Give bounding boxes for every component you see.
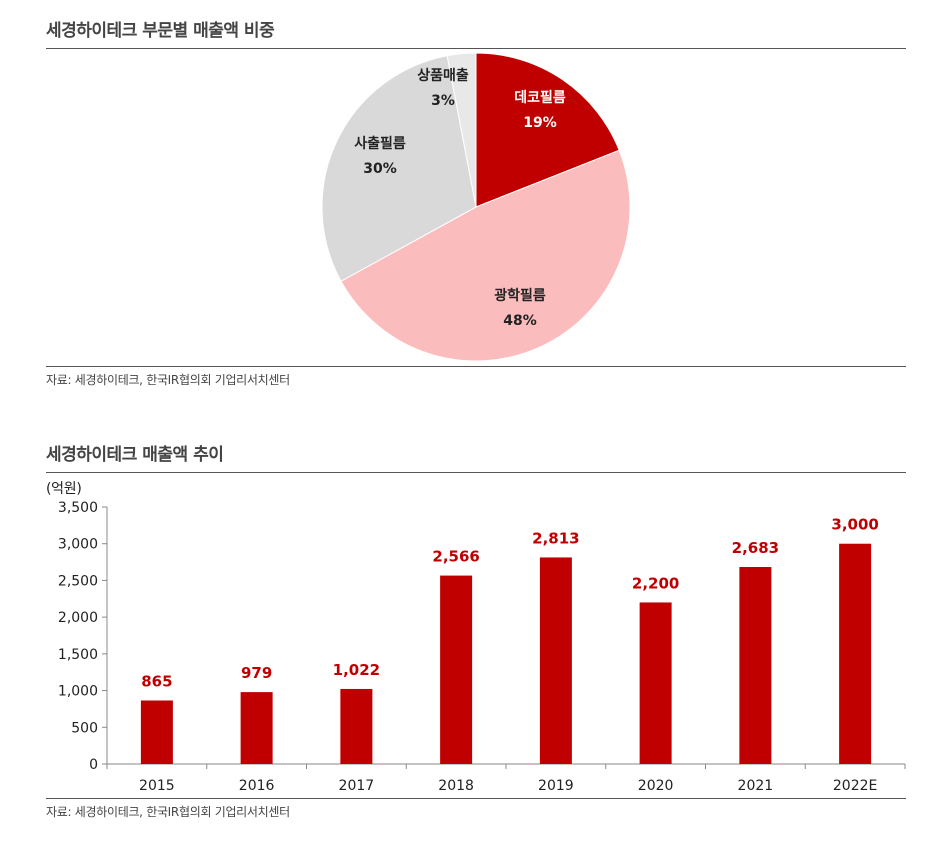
y-tick-label: 500: [71, 720, 98, 736]
pie-bottom-rule: [46, 366, 906, 367]
bar-2018: [440, 575, 473, 764]
pie-slice-2: [321, 55, 477, 282]
bar-2015: [140, 700, 173, 764]
bar-2017: [340, 688, 373, 764]
bar-value-label: 865: [141, 672, 172, 690]
x-tick-label: 2017: [339, 778, 375, 794]
pie-source-note: 자료: 세경하이테크, 한국IR협의회 기업리서치센터: [46, 373, 290, 387]
y-tick-label: 1,500: [58, 647, 98, 663]
bar-value-label: 2,683: [732, 539, 779, 557]
bar-chart: 0 500 1,000 1,500 2,000 2,500 3,000 3,500 865 201…: [58, 500, 906, 794]
x-tick-label: 2015: [139, 778, 175, 794]
x-tick-label: 2020: [638, 778, 674, 794]
pie-slice-value-2: 30%: [363, 161, 397, 177]
bar-2019: [539, 557, 572, 764]
bar-2021: [739, 566, 772, 764]
pie-section-title: 세경하이테크 부문별 매출액 비중: [46, 21, 275, 41]
y-tick-label: 2,000: [58, 610, 98, 626]
y-tick-label: 1,000: [58, 684, 98, 700]
x-tick-label: 2018: [438, 778, 474, 794]
pie-slice-value-3: 3%: [431, 93, 455, 109]
bar-value-label: 3,000: [831, 516, 878, 534]
x-tick-label: 2019: [538, 778, 574, 794]
pie-slice-label-0: 데코필름: [514, 89, 566, 106]
pie-slice-value-1: 48%: [503, 313, 537, 329]
pie-slice-value-0: 19%: [523, 115, 557, 131]
pie-slice-3: [446, 52, 477, 208]
x-tick-label: 2021: [738, 778, 774, 794]
pie-slice-label-2: 사출필름: [354, 135, 406, 152]
bar-2020: [639, 602, 672, 764]
bar-unit-label: (억원): [46, 481, 82, 497]
pie-slice-label-1: 광학필름: [494, 287, 546, 304]
x-tick-label: 2022E: [833, 778, 877, 794]
bar-bottom-rule: [46, 798, 906, 799]
bar-value-label: 2,566: [432, 548, 479, 566]
y-tick-label: 3,500: [58, 500, 98, 516]
y-tick-label: 2,500: [58, 573, 98, 589]
bar-2016: [240, 692, 273, 764]
y-tick-label: 0: [89, 757, 98, 773]
pie-slice-0: [475, 52, 620, 208]
bar-section-title: 세경하이테크 매출액 추이: [46, 445, 224, 465]
pie-slice-1: [340, 149, 631, 362]
bar-value-label: 979: [241, 664, 272, 682]
pie-slice-label-3: 상품매출: [417, 67, 469, 84]
y-tick-label: 3,000: [58, 537, 98, 553]
x-tick-label: 2016: [239, 778, 275, 794]
bar-2022E: [839, 543, 872, 764]
pie-chart: 데코필름 19% 광학필름 48% 사출필름 30% 상품매출 3%: [321, 52, 631, 362]
bar-value-label: 1,022: [333, 661, 380, 679]
pie-title-rule: [46, 48, 906, 49]
bar-value-label: 2,813: [532, 529, 579, 547]
bar-value-label: 2,200: [632, 574, 679, 592]
bar-source-note: 자료: 세경하이테크, 한국IR협의회 기업리서치센터: [46, 805, 290, 819]
bar-title-rule: [46, 472, 906, 473]
